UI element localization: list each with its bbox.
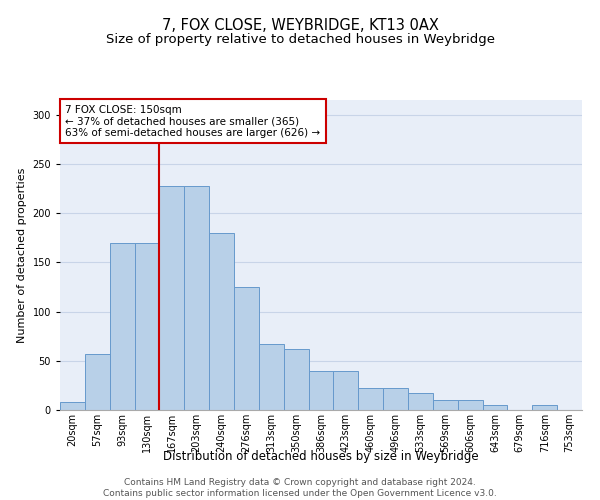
Bar [134, 242, 160, 410]
Bar [532, 405, 557, 410]
Text: Size of property relative to detached houses in Weybridge: Size of property relative to detached ho… [106, 32, 494, 46]
Y-axis label: Number of detached properties: Number of detached properties [17, 168, 27, 342]
Bar [209, 233, 234, 410]
Text: 7, FOX CLOSE, WEYBRIDGE, KT13 0AX: 7, FOX CLOSE, WEYBRIDGE, KT13 0AX [161, 18, 439, 32]
Bar [358, 388, 383, 410]
Text: 7 FOX CLOSE: 150sqm
← 37% of detached houses are smaller (365)
63% of semi-detac: 7 FOX CLOSE: 150sqm ← 37% of detached ho… [65, 104, 320, 138]
Bar [458, 400, 482, 410]
Bar [259, 344, 284, 410]
Bar [184, 186, 209, 410]
Bar [383, 388, 408, 410]
Bar [85, 354, 110, 410]
Bar [334, 370, 358, 410]
Bar [408, 394, 433, 410]
Bar [110, 242, 134, 410]
Bar [160, 186, 184, 410]
Bar [284, 349, 308, 410]
Bar [433, 400, 458, 410]
Bar [482, 405, 508, 410]
Text: Distribution of detached houses by size in Weybridge: Distribution of detached houses by size … [163, 450, 479, 463]
Bar [234, 287, 259, 410]
Bar [308, 370, 334, 410]
Bar [60, 402, 85, 410]
Text: Contains HM Land Registry data © Crown copyright and database right 2024.
Contai: Contains HM Land Registry data © Crown c… [103, 478, 497, 498]
